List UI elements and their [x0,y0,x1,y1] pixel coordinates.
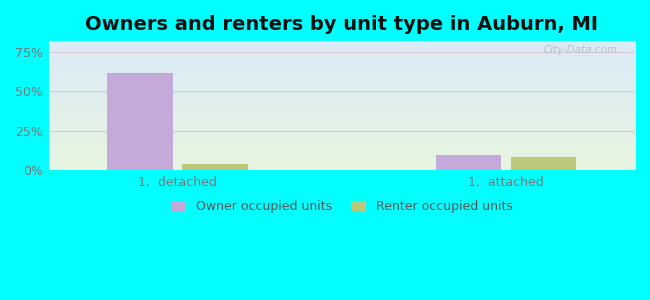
Title: Owners and renters by unit type in Auburn, MI: Owners and renters by unit type in Aubur… [85,15,598,34]
Bar [436,155,501,170]
Bar [107,74,173,170]
Bar [511,157,577,170]
Bar [182,164,248,170]
Text: City-Data.com: City-Data.com [543,45,618,55]
Legend: Owner occupied units, Renter occupied units: Owner occupied units, Renter occupied un… [166,195,517,218]
